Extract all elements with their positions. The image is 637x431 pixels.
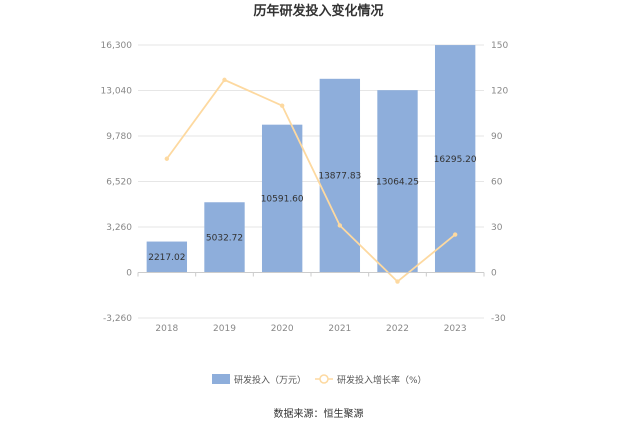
y-left-tick-label: 13,040 (101, 87, 133, 97)
grid-lines (138, 44, 484, 319)
x-tick-label: 2022 (386, 324, 409, 334)
bar-value-label: 5032.72 (206, 233, 243, 243)
legend-line-label: 研发投入增长率（%） (337, 374, 427, 386)
x-tick-label: 2019 (213, 324, 236, 334)
y-left-tick-label: 9,780 (106, 132, 132, 142)
growth-point (395, 279, 400, 284)
y-right-tick-label: 0 (491, 269, 497, 279)
growth-point (337, 223, 343, 228)
y-left-tick-label: 6,520 (106, 178, 132, 188)
legend-line-marker (319, 374, 329, 384)
bar (261, 124, 303, 273)
x-tick-label: 2023 (444, 324, 467, 334)
legend-item-line[interactable]: 研发投入增长率（%） (315, 374, 427, 386)
growth-point (222, 77, 227, 83)
x-tick-label: 2021 (328, 324, 351, 334)
bar-value-label: 2217.02 (148, 253, 185, 263)
growth-line (166, 78, 456, 283)
bar-series (146, 45, 476, 273)
bar (204, 202, 245, 273)
y-right-tick-label: -30 (491, 314, 506, 324)
y-left-tick-label: 16,300 (101, 41, 133, 51)
bar (146, 241, 188, 273)
bar-value-label: 10591.60 (261, 195, 304, 205)
bar (319, 78, 361, 273)
legend-item-bar[interactable]: 研发投入（万元） (212, 374, 306, 386)
y-right-tick-label: 150 (491, 41, 508, 51)
growth-point (279, 103, 285, 108)
growth-point (452, 232, 458, 237)
y-left-tick-label: 0 (126, 269, 132, 279)
bar-value-label: 16295.20 (434, 155, 477, 165)
y-right-tick-label: 120 (491, 87, 508, 97)
axes: 16,300 13,040 9,780 6,520 3,260 0 -3,260 150 120… (101, 41, 509, 334)
x-tick-label: 2018 (155, 324, 178, 334)
y-left-tick-label: 3,260 (106, 223, 132, 233)
y-left-tick-label: -3,260 (103, 314, 132, 324)
y-right-tick-label: 30 (491, 223, 503, 233)
source-note: 数据来源：恒生聚源 (274, 407, 364, 420)
bar (377, 90, 418, 273)
line-series (164, 77, 458, 284)
x-tick-label: 2020 (271, 324, 294, 334)
y-right-tick-label: 60 (491, 178, 503, 188)
bar-value-label: 13064.25 (376, 177, 419, 187)
data-labels: 2217.02 5032.72 10591.60 13877.83 13064.25 16… (148, 155, 477, 263)
legend-bar-swatch (212, 374, 230, 384)
legend-bar-label: 研发投入（万元） (234, 374, 306, 386)
legend: 研发投入（万元） 研发投入增长率（%） (212, 374, 427, 386)
growth-point (164, 156, 170, 161)
bar-value-label: 13877.83 (318, 172, 361, 182)
chart-title: 历年研发投入变化情况 (253, 3, 383, 19)
y-right-tick-label: 90 (491, 132, 503, 142)
